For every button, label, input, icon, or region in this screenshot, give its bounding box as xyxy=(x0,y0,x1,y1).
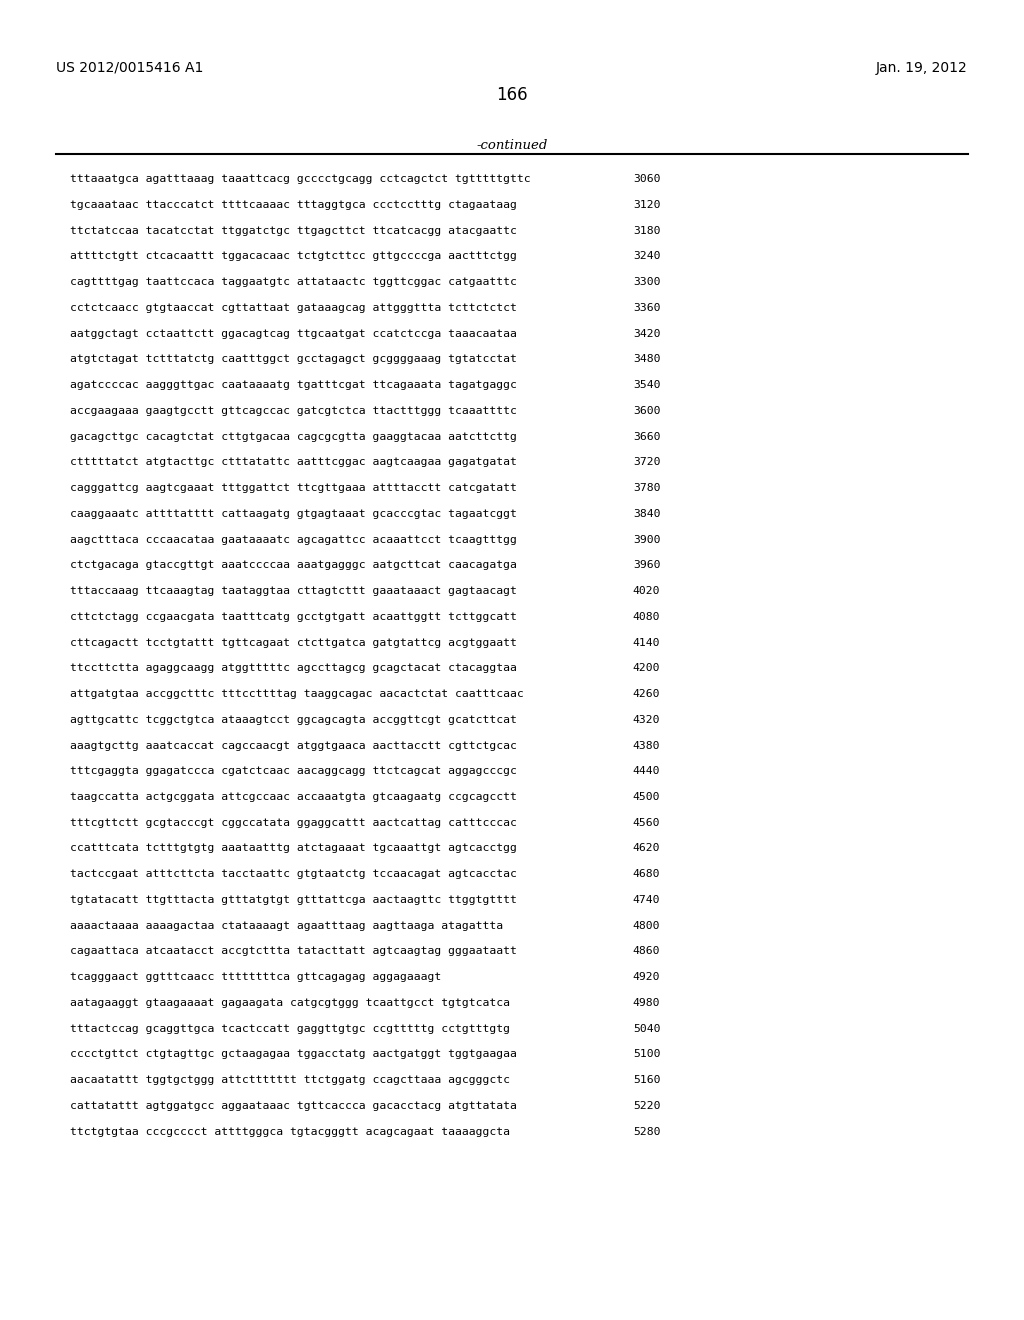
Text: aaagtgcttg aaatcaccat cagccaacgt atggtgaaca aacttacctt cgttctgcac: aaagtgcttg aaatcaccat cagccaacgt atggtga… xyxy=(70,741,516,751)
Text: ttctatccaa tacatcctat ttggatctgc ttgagcttct ttcatcacgg atacgaattc: ttctatccaa tacatcctat ttggatctgc ttgagct… xyxy=(70,226,516,236)
Text: 3660: 3660 xyxy=(633,432,660,442)
Text: 4560: 4560 xyxy=(633,817,660,828)
Text: cctctcaacc gtgtaaccat cgttattaat gataaagcag attgggttta tcttctctct: cctctcaacc gtgtaaccat cgttattaat gataaag… xyxy=(70,304,516,313)
Text: tactccgaat atttcttcta tacctaattc gtgtaatctg tccaacagat agtcacctac: tactccgaat atttcttcta tacctaattc gtgtaat… xyxy=(70,869,516,879)
Text: 3120: 3120 xyxy=(633,199,660,210)
Text: 4140: 4140 xyxy=(633,638,660,648)
Text: ttccttctta agaggcaagg atggtttttc agccttagcg gcagctacat ctacaggtaa: ttccttctta agaggcaagg atggtttttc agcctta… xyxy=(70,663,516,673)
Text: 5280: 5280 xyxy=(633,1127,660,1137)
Text: ctttttatct atgtacttgc ctttatattc aatttcggac aagtcaagaa gagatgatat: ctttttatct atgtacttgc ctttatattc aatttcg… xyxy=(70,458,516,467)
Text: cttctctagg ccgaacgata taatttcatg gcctgtgatt acaattggtt tcttggcatt: cttctctagg ccgaacgata taatttcatg gcctgtg… xyxy=(70,612,516,622)
Text: tgcaaataac ttacccatct ttttcaaaac tttaggtgca ccctcctttg ctagaataag: tgcaaataac ttacccatct ttttcaaaac tttaggt… xyxy=(70,199,516,210)
Text: 4680: 4680 xyxy=(633,869,660,879)
Text: tcagggaact ggtttcaacc ttttttttca gttcagagag aggagaaagt: tcagggaact ggtttcaacc ttttttttca gttcaga… xyxy=(70,972,441,982)
Text: ccatttcata tctttgtgtg aaataatttg atctagaaat tgcaaattgt agtcacctgg: ccatttcata tctttgtgtg aaataatttg atctaga… xyxy=(70,843,516,854)
Text: 3240: 3240 xyxy=(633,251,660,261)
Text: cttcagactt tcctgtattt tgttcagaat ctcttgatca gatgtattcg acgtggaatt: cttcagactt tcctgtattt tgttcagaat ctcttga… xyxy=(70,638,516,648)
Text: 4620: 4620 xyxy=(633,843,660,854)
Text: cagttttgag taattccaca taggaatgtc attataactc tggttcggac catgaatttc: cagttttgag taattccaca taggaatgtc attataa… xyxy=(70,277,516,288)
Text: 4920: 4920 xyxy=(633,972,660,982)
Text: tttaccaaag ttcaaagtag taataggtaa cttagtcttt gaaataaact gagtaacagt: tttaccaaag ttcaaagtag taataggtaa cttagtc… xyxy=(70,586,516,597)
Text: cccctgttct ctgtagttgc gctaagagaa tggacctatg aactgatggt tggtgaagaa: cccctgttct ctgtagttgc gctaagagaa tggacct… xyxy=(70,1049,516,1060)
Text: 4080: 4080 xyxy=(633,612,660,622)
Text: 3480: 3480 xyxy=(633,354,660,364)
Text: tgtatacatt ttgtttacta gtttatgtgt gtttattcga aactaagttc ttggtgtttt: tgtatacatt ttgtttacta gtttatgtgt gtttatt… xyxy=(70,895,516,906)
Text: caaggaaatc attttatttt cattaagatg gtgagtaaat gcacccgtac tagaatcggt: caaggaaatc attttatttt cattaagatg gtgagta… xyxy=(70,508,516,519)
Text: 3840: 3840 xyxy=(633,508,660,519)
Text: atgtctagat tctttatctg caatttggct gcctagagct gcggggaaag tgtatcctat: atgtctagat tctttatctg caatttggct gcctaga… xyxy=(70,354,516,364)
Text: cagggattcg aagtcgaaat tttggattct ttcgttgaaa attttacctt catcgatatt: cagggattcg aagtcgaaat tttggattct ttcgttg… xyxy=(70,483,516,494)
Text: 3360: 3360 xyxy=(633,304,660,313)
Text: ttctgtgtaa cccgcccct attttgggca tgtacgggtt acagcagaat taaaaggcta: ttctgtgtaa cccgcccct attttgggca tgtacggg… xyxy=(70,1127,510,1137)
Text: aaaactaaaa aaaagactaa ctataaaagt agaatttaag aagttaaga atagattta: aaaactaaaa aaaagactaa ctataaaagt agaattt… xyxy=(70,921,503,931)
Text: 3720: 3720 xyxy=(633,458,660,467)
Text: 3780: 3780 xyxy=(633,483,660,494)
Text: 4740: 4740 xyxy=(633,895,660,906)
Text: 166: 166 xyxy=(497,86,527,104)
Text: aacaatattt tggtgctggg attcttttttt ttctggatg ccagcttaaa agcgggctc: aacaatattt tggtgctggg attcttttttt ttctgg… xyxy=(70,1074,510,1085)
Text: cagaattaca atcaatacct accgtcttta tatacttatt agtcaagtag gggaataatt: cagaattaca atcaatacct accgtcttta tatactt… xyxy=(70,946,516,957)
Text: 4200: 4200 xyxy=(633,663,660,673)
Text: 3960: 3960 xyxy=(633,560,660,570)
Text: attttctgtt ctcacaattt tggacacaac tctgtcttcc gttgccccga aactttctgg: attttctgtt ctcacaattt tggacacaac tctgtct… xyxy=(70,251,516,261)
Text: tttcgaggta ggagatccca cgatctcaac aacaggcagg ttctcagcat aggagcccgc: tttcgaggta ggagatccca cgatctcaac aacaggc… xyxy=(70,766,516,776)
Text: aatggctagt cctaattctt ggacagtcag ttgcaatgat ccatctccga taaacaataa: aatggctagt cctaattctt ggacagtcag ttgcaat… xyxy=(70,329,516,339)
Text: 3300: 3300 xyxy=(633,277,660,288)
Text: 4380: 4380 xyxy=(633,741,660,751)
Text: 3900: 3900 xyxy=(633,535,660,545)
Text: 5160: 5160 xyxy=(633,1074,660,1085)
Text: 4800: 4800 xyxy=(633,921,660,931)
Text: agttgcattc tcggctgtca ataaagtcct ggcagcagta accggttcgt gcatcttcat: agttgcattc tcggctgtca ataaagtcct ggcagca… xyxy=(70,715,516,725)
Text: 3600: 3600 xyxy=(633,407,660,416)
Text: 3180: 3180 xyxy=(633,226,660,236)
Text: 3060: 3060 xyxy=(633,174,660,185)
Text: 5100: 5100 xyxy=(633,1049,660,1060)
Text: 4020: 4020 xyxy=(633,586,660,597)
Text: 4320: 4320 xyxy=(633,715,660,725)
Text: agatccccac aagggttgac caataaaatg tgatttcgat ttcagaaata tagatgaggc: agatccccac aagggttgac caataaaatg tgatttc… xyxy=(70,380,516,391)
Text: cattatattt agtggatgcc aggaataaac tgttcaccca gacacctacg atgttatata: cattatattt agtggatgcc aggaataaac tgttcac… xyxy=(70,1101,516,1111)
Text: -continued: -continued xyxy=(476,139,548,152)
Text: tttcgttctt gcgtacccgt cggccatata ggaggcattt aactcattag catttcccac: tttcgttctt gcgtacccgt cggccatata ggaggca… xyxy=(70,817,516,828)
Text: taagccatta actgcggata attcgccaac accaaatgta gtcaagaatg ccgcagcctt: taagccatta actgcggata attcgccaac accaaat… xyxy=(70,792,516,803)
Text: US 2012/0015416 A1: US 2012/0015416 A1 xyxy=(56,61,204,75)
Text: tttactccag gcaggttgca tcactccatt gaggttgtgc ccgtttttg cctgtttgtg: tttactccag gcaggttgca tcactccatt gaggttg… xyxy=(70,1024,510,1034)
Text: accgaagaaa gaagtgcctt gttcagccac gatcgtctca ttactttggg tcaaattttc: accgaagaaa gaagtgcctt gttcagccac gatcgtc… xyxy=(70,407,516,416)
Text: 4440: 4440 xyxy=(633,766,660,776)
Text: 5040: 5040 xyxy=(633,1024,660,1034)
Text: aagctttaca cccaacataa gaataaaatc agcagattcc acaaattcct tcaagtttgg: aagctttaca cccaacataa gaataaaatc agcagat… xyxy=(70,535,516,545)
Text: 4980: 4980 xyxy=(633,998,660,1008)
Text: ctctgacaga gtaccgttgt aaatccccaa aaatgagggc aatgcttcat caacagatga: ctctgacaga gtaccgttgt aaatccccaa aaatgag… xyxy=(70,560,516,570)
Text: Jan. 19, 2012: Jan. 19, 2012 xyxy=(876,61,968,75)
Text: 3420: 3420 xyxy=(633,329,660,339)
Text: 3540: 3540 xyxy=(633,380,660,391)
Text: tttaaatgca agatttaaag taaattcacg gcccctgcagg cctcagctct tgtttttgttc: tttaaatgca agatttaaag taaattcacg gcccctg… xyxy=(70,174,530,185)
Text: 4260: 4260 xyxy=(633,689,660,700)
Text: aatagaaggt gtaagaaaat gagaagata catgcgtggg tcaattgcct tgtgtcatca: aatagaaggt gtaagaaaat gagaagata catgcgtg… xyxy=(70,998,510,1008)
Text: attgatgtaa accggctttc tttccttttag taaggcagac aacactctat caatttcaac: attgatgtaa accggctttc tttccttttag taaggc… xyxy=(70,689,523,700)
Text: 4860: 4860 xyxy=(633,946,660,957)
Text: 4500: 4500 xyxy=(633,792,660,803)
Text: 5220: 5220 xyxy=(633,1101,660,1111)
Text: gacagcttgc cacagtctat cttgtgacaa cagcgcgtta gaaggtacaa aatcttcttg: gacagcttgc cacagtctat cttgtgacaa cagcgcg… xyxy=(70,432,516,442)
